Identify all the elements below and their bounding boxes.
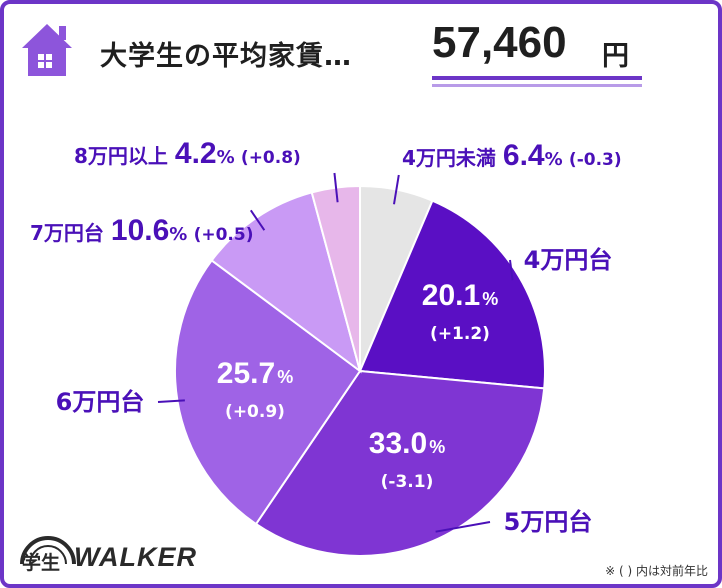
chart-header: 大学生の平均家賃… 57,460 円: [14, 18, 654, 94]
leader-line: [393, 174, 400, 205]
average-rent-unit: 円: [602, 41, 629, 72]
house-icon: [22, 24, 72, 76]
value-underline: [432, 76, 642, 80]
pie-slice: [254, 369, 546, 557]
pie-slice: [358, 199, 546, 390]
value-underline-light: [432, 84, 642, 87]
slice-change-label: (-3.1): [381, 472, 434, 492]
slice-category-label: 5万円台: [504, 508, 593, 536]
leader-line: [249, 209, 266, 231]
leader-line: [435, 521, 491, 533]
slice-outside-label: 4万円未満 6.4% (-0.3): [402, 139, 622, 172]
leader-line: [509, 259, 514, 281]
slice-value-label: 25.7%: [217, 357, 293, 390]
chart-title: 大学生の平均家賃…: [100, 41, 352, 72]
slice-change-label: (+1.2): [430, 324, 490, 344]
slice-change-label: (+0.9): [225, 402, 285, 422]
gakusei-walker-logo: 学生 WALKER: [20, 536, 202, 580]
leader-line: [333, 172, 339, 203]
leader-line: [157, 399, 185, 403]
average-rent-value: 57,460: [432, 18, 567, 67]
slice-outside-label: 8万円以上 4.2% (+0.8): [74, 137, 301, 170]
slice-category-label: 6万円台: [56, 388, 145, 416]
logo-text-jp: 学生: [22, 552, 61, 574]
slice-category-label: 4万円台: [524, 246, 613, 274]
footnote: ※ ( ) 内は対前年比: [605, 564, 708, 578]
slice-value-label: 33.0%: [369, 427, 445, 460]
logo-text-en: WALKER: [74, 542, 197, 572]
slice-value-label: 20.1%: [422, 279, 498, 312]
slice-outside-label: 7万円台 10.6% (+0.5): [30, 214, 254, 247]
logo-arc-icon: [20, 536, 76, 565]
